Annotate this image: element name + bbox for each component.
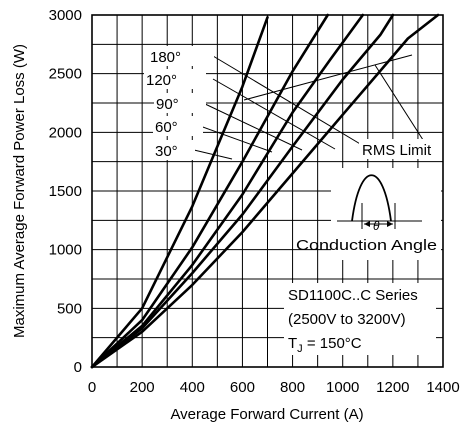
leader-60	[199, 125, 273, 153]
leader-180	[212, 55, 373, 152]
conduction-angle-label: Conduction Angle	[296, 237, 437, 254]
x-tick-label: 800	[280, 379, 305, 396]
y-tick-label: 3000	[49, 7, 82, 24]
series-name-line: SD1100C..C Series	[288, 287, 418, 304]
half-sine-waveform	[351, 174, 392, 222]
y-tick-label: 0	[74, 359, 82, 376]
label-leaders	[193, 54, 426, 160]
label-120: 120°	[146, 72, 177, 89]
label-60: 60°	[155, 119, 178, 136]
series-line-1	[90, 13, 395, 369]
conduction-angle-inset: θ Conduction Angle	[296, 168, 441, 260]
series-line-2	[90, 13, 365, 369]
y-tick-label: 2500	[49, 66, 82, 83]
angle-labels: 180° 120° 90° 60° 30°	[144, 46, 214, 160]
junction-temp-line: TJ = 150°C	[288, 335, 362, 355]
series-lines	[90, 13, 440, 369]
x-tick-label: 1400	[426, 379, 459, 396]
label-bg-120	[144, 69, 206, 89]
label-bg-30	[153, 140, 195, 160]
y-tick-label: 500	[57, 300, 82, 317]
label-180: 180°	[150, 49, 181, 66]
x-axis-title: Average Forward Current (A)	[170, 406, 363, 423]
device-info: SD1100C..C Series (2500V to 3200V) TJ = …	[284, 283, 436, 355]
inset-bg	[331, 168, 441, 260]
x-tick-label: 600	[230, 379, 255, 396]
rms-leader-1	[243, 54, 413, 101]
angle-arrowheads	[364, 221, 393, 227]
y-tick-label: 1000	[49, 242, 82, 259]
series-line-0	[90, 13, 440, 369]
label-bg-90	[154, 93, 206, 113]
label-90: 90°	[156, 96, 179, 113]
series-line-4	[90, 16, 269, 369]
y-axis-title: Maximum Average Forward Power Loss (W)	[11, 44, 28, 338]
x-tick-label: 1000	[326, 379, 359, 396]
rms-limit-label: RMS Limit	[362, 142, 432, 159]
x-tick-label: 1200	[376, 379, 409, 396]
voltage-range-line: (2500V to 3200V)	[288, 311, 406, 328]
leader-90	[202, 102, 303, 151]
x-tick-label: 400	[180, 379, 205, 396]
leader-120	[212, 78, 336, 150]
x-tick-label: 200	[130, 379, 155, 396]
plot-frame	[91, 14, 444, 368]
label-30: 30°	[155, 143, 178, 160]
rms-label-bg	[359, 139, 446, 159]
x-tick-label: 0	[88, 379, 96, 396]
label-bg-180	[148, 46, 214, 66]
label-bg-60	[153, 116, 203, 136]
leader-30	[193, 149, 233, 160]
tick-labels: 0 200 400 600 800 1000 1200 1400 0 500 1000 1500 200…	[49, 7, 460, 396]
y-tick-label: 1500	[49, 183, 82, 200]
rms-leader-2	[374, 64, 426, 144]
device-info-bg	[284, 283, 436, 355]
y-tick-label: 2000	[49, 124, 82, 141]
theta-symbol: θ	[373, 219, 380, 233]
series-line-3	[90, 13, 329, 369]
